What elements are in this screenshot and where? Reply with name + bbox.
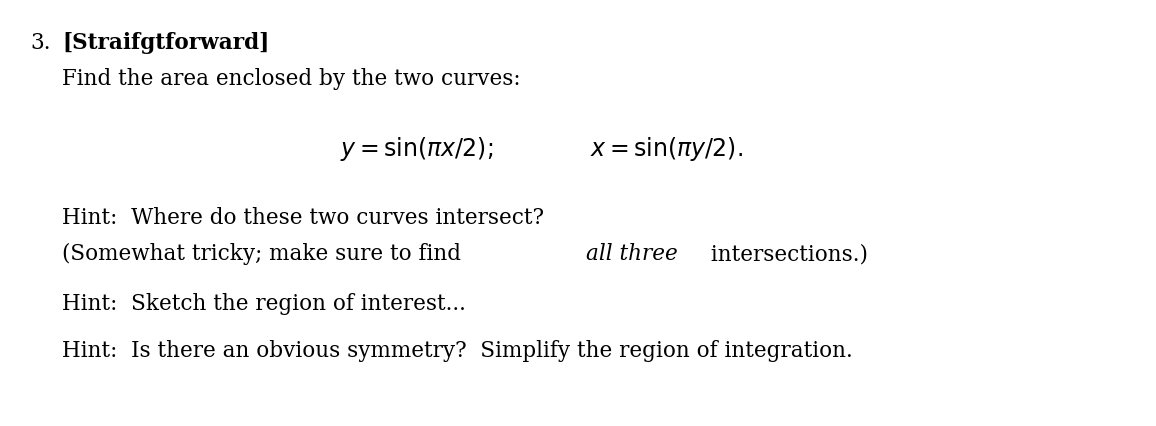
Text: Find the area enclosed by the two curves:: Find the area enclosed by the two curves… — [62, 68, 520, 90]
Text: Hint:  Is there an obvious symmetry?  Simplify the region of integration.: Hint: Is there an obvious symmetry? Simp… — [62, 340, 853, 362]
Text: all three: all three — [586, 243, 677, 265]
Text: (Somewhat tricky; make sure to find: (Somewhat tricky; make sure to find — [62, 243, 468, 265]
Text: intersections.): intersections.) — [704, 243, 868, 265]
Text: Hint:  Where do these two curves intersect?: Hint: Where do these two curves intersec… — [62, 207, 544, 229]
Text: [Straifgtforward]: [Straifgtforward] — [62, 32, 269, 54]
Text: $y = \sin(\pi x/2);$: $y = \sin(\pi x/2);$ — [340, 135, 494, 163]
Text: 3.: 3. — [30, 32, 51, 54]
Text: Hint:  Sketch the region of interest...: Hint: Sketch the region of interest... — [62, 293, 466, 315]
Text: $x = \sin(\pi y/2).$: $x = \sin(\pi y/2).$ — [590, 135, 743, 163]
